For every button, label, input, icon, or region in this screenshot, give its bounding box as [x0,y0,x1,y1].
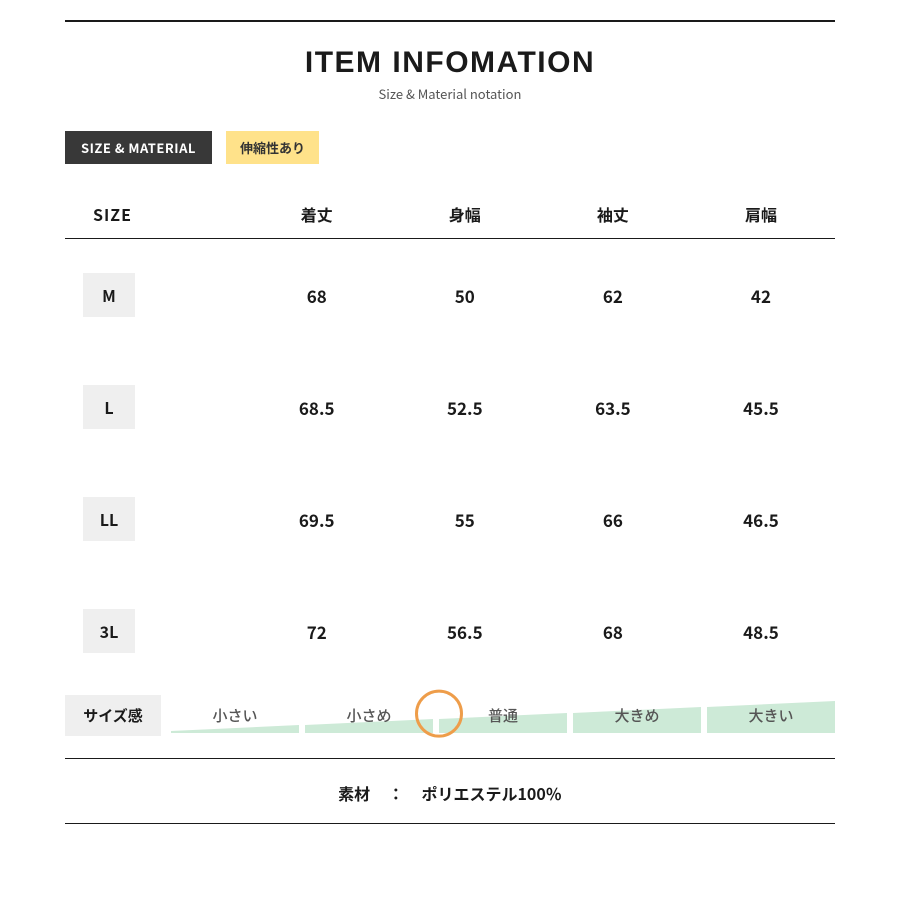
bottom-rule [65,823,835,824]
table-header: SIZE 着丈 身幅 袖丈 肩幅 [65,192,835,239]
size-feel-step-label: 普通 [439,699,567,733]
size-badge: LL [83,497,135,541]
cell: 66 [539,507,687,532]
tag-row: SIZE & MATERIAL 伸縮性あり [65,131,835,164]
table-row: 3L 72 56.5 68 48.5 [65,575,835,687]
size-feel-step-label: 小さい [171,699,299,733]
col-header-length: 着丈 [243,202,391,226]
size-table: SIZE 着丈 身幅 袖丈 肩幅 M 68 50 62 42 L 68.5 52… [65,192,835,687]
size-feel-step: 小さめ [305,699,433,733]
cell: 52.5 [391,395,539,420]
cell: 48.5 [687,619,835,644]
size-feel-step: 大きい [707,699,835,733]
table-row: LL 69.5 55 66 46.5 [65,463,835,575]
size-feel-step: 大きめ [573,699,701,733]
cell: 55 [391,507,539,532]
material-row: 素材 ： ポリエステル100％ [65,781,835,823]
cell: 56.5 [391,619,539,644]
top-rule [65,20,835,22]
size-feel-row: サイズ感 小さい小さめ普通大きめ大きい [65,695,835,736]
cell: 69.5 [243,507,391,532]
table-row: M 68 50 62 42 [65,239,835,351]
tag-size-material: SIZE & MATERIAL [65,131,212,164]
size-feel-step-label: 大きい [707,699,835,733]
cell: 68 [243,283,391,308]
cell: 68.5 [243,395,391,420]
size-feel-step-label: 小さめ [305,699,433,733]
size-feel-label: サイズ感 [65,695,161,736]
cell: 46.5 [687,507,835,532]
size-feel-steps: 小さい小さめ普通大きめ大きい [171,699,835,733]
size-badge: 3L [83,609,135,653]
tag-stretch: 伸縮性あり [226,131,319,164]
size-feel-step-label: 大きめ [573,699,701,733]
col-header-sleeve: 袖丈 [539,202,687,226]
col-header-shoulder: 肩幅 [687,202,835,226]
col-header-width: 身幅 [391,202,539,226]
size-badge: L [83,385,135,429]
colon-icon: ： [388,781,404,805]
col-header-size: SIZE [65,202,243,226]
material-label: 素材 [338,781,370,805]
cell: 42 [687,283,835,308]
page-subtitle: Size & Material notation [65,84,835,103]
size-feel-step: 普通 [439,699,567,733]
page-title: ITEM INFOMATION [65,46,835,80]
cell: 62 [539,283,687,308]
cell: 50 [391,283,539,308]
material-value: ポリエステル100％ [421,781,561,805]
cell: 72 [243,619,391,644]
size-feel-step: 小さい [171,699,299,733]
cell: 63.5 [539,395,687,420]
size-badge: M [83,273,135,317]
cell: 45.5 [687,395,835,420]
cell: 68 [539,619,687,644]
separator [65,758,835,759]
table-row: L 68.5 52.5 63.5 45.5 [65,351,835,463]
